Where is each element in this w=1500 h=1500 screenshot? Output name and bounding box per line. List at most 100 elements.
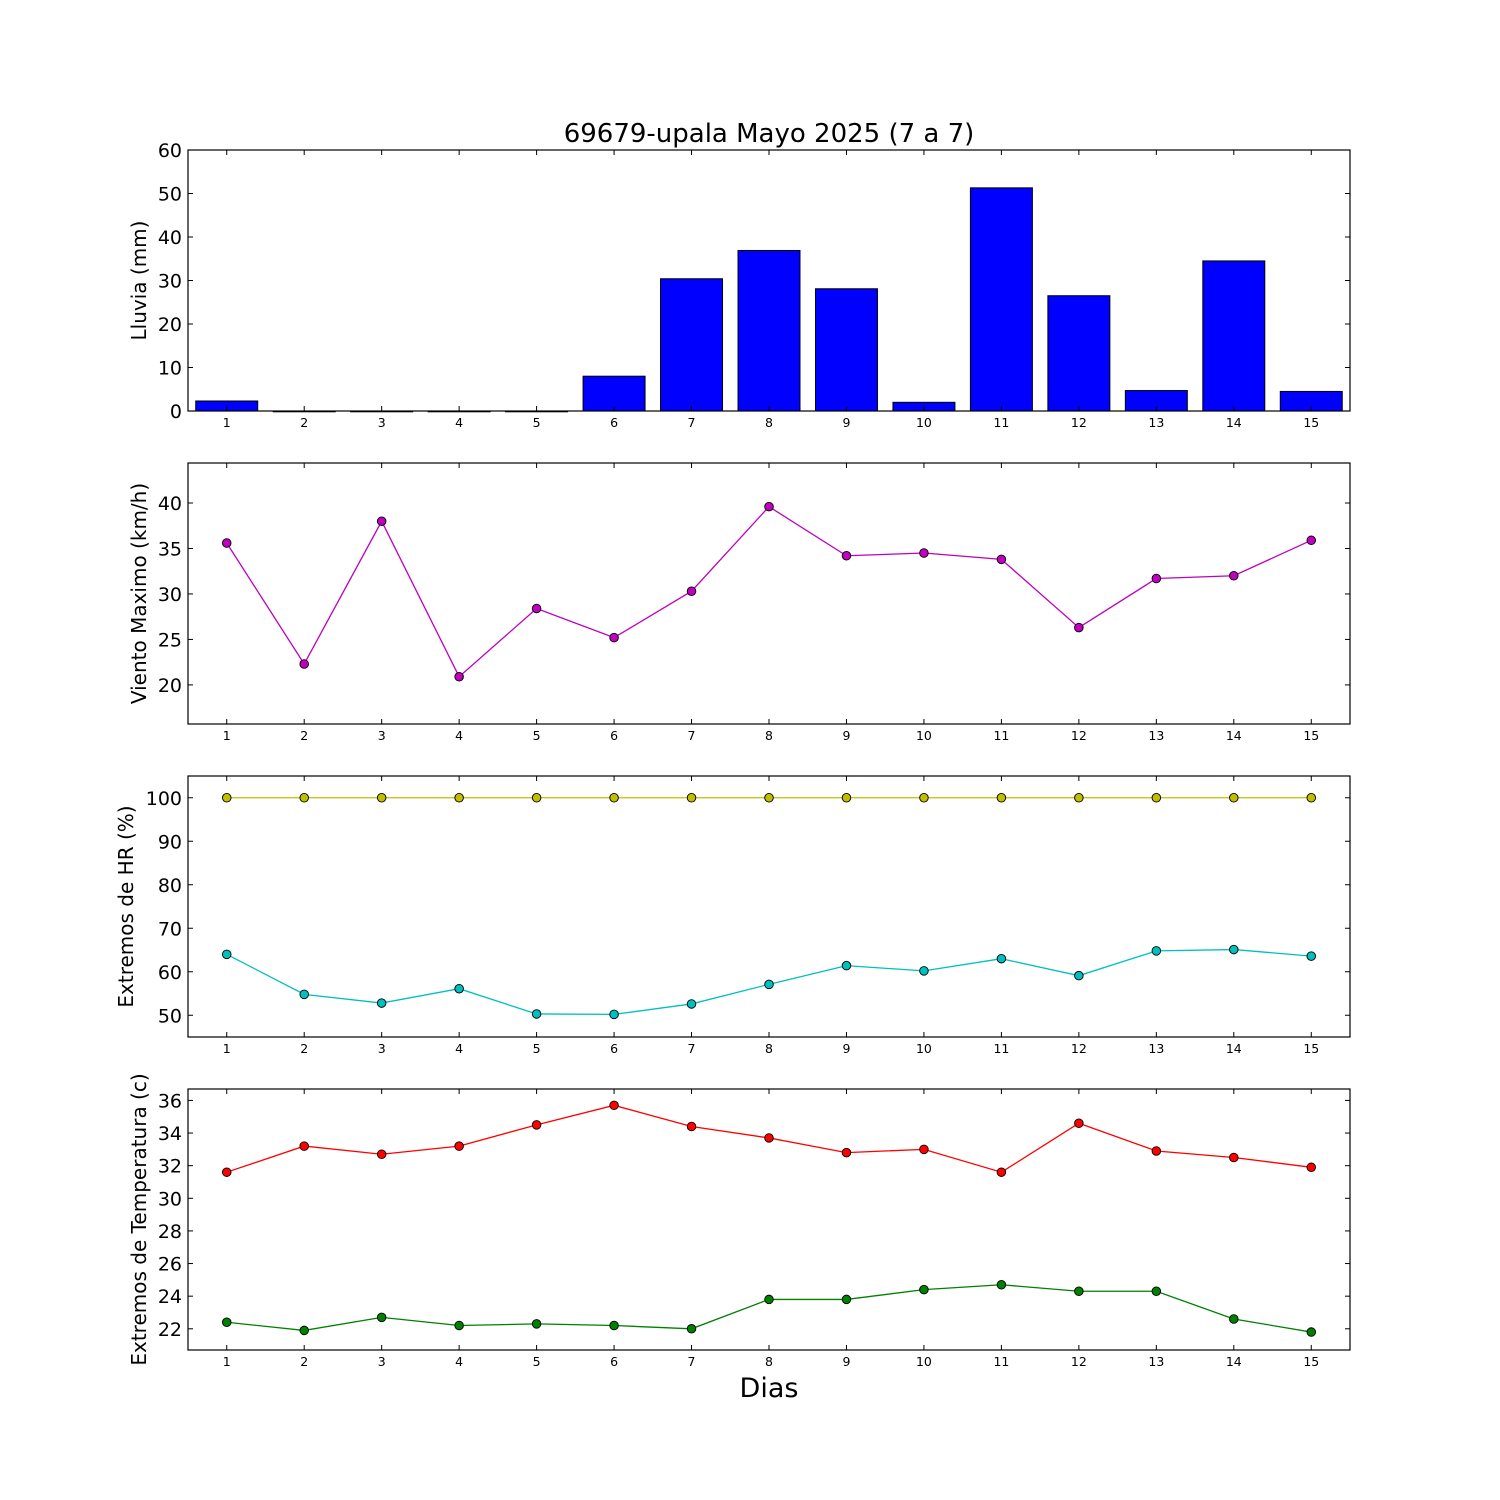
point-series-1-day-2 bbox=[299, 793, 309, 803]
point-series-2-day-4 bbox=[454, 1320, 464, 1331]
y-tick-label: 36 bbox=[158, 1090, 182, 1112]
point-series-2-day-8 bbox=[764, 979, 774, 990]
y-tick-label: 30 bbox=[158, 584, 182, 606]
point-series-2-day-14 bbox=[1229, 944, 1239, 955]
x-tick-label: 8 bbox=[765, 1041, 773, 1056]
point-series-2-day-13 bbox=[1151, 1286, 1162, 1297]
x-tick-label: 9 bbox=[842, 1354, 850, 1369]
x-tick-label: 8 bbox=[765, 1354, 773, 1369]
point-series-1-day-7 bbox=[686, 793, 697, 803]
y-tick-label: 100 bbox=[146, 788, 182, 810]
y-tick-label: 60 bbox=[158, 962, 182, 984]
x-tick-label: 14 bbox=[1226, 1354, 1242, 1369]
point-series-2-day-4 bbox=[454, 983, 464, 994]
x-tick-label: 10 bbox=[916, 415, 932, 430]
point-series-1-day-10 bbox=[919, 548, 929, 558]
point-series-1-day-4 bbox=[454, 1141, 464, 1151]
y-tick-label: 0 bbox=[170, 401, 182, 423]
bar-day-14 bbox=[1202, 260, 1266, 412]
x-tick-label: 1 bbox=[223, 415, 231, 430]
point-series-1-day-11 bbox=[996, 793, 1007, 803]
x-tick-label: 6 bbox=[610, 728, 618, 743]
point-series-1-day-9 bbox=[841, 1147, 852, 1158]
point-series-2-day-12 bbox=[1074, 970, 1084, 981]
point-series-1-day-6 bbox=[609, 632, 619, 643]
point-series-2-day-13 bbox=[1151, 946, 1162, 956]
x-tick-label: 5 bbox=[533, 1354, 541, 1369]
x-tick-label: 14 bbox=[1226, 728, 1242, 743]
point-series-1-day-2 bbox=[299, 1141, 309, 1151]
x-tick-label: 15 bbox=[1303, 728, 1319, 743]
point-series-1-day-12 bbox=[1074, 622, 1084, 633]
x-tick-label: 4 bbox=[455, 728, 463, 743]
point-series-2-day-9 bbox=[841, 1294, 852, 1305]
point-series-2-day-1 bbox=[221, 949, 232, 960]
point-series-2-day-5 bbox=[531, 1009, 542, 1019]
point-series-2-day-6 bbox=[609, 1320, 619, 1331]
y-tick-label: 90 bbox=[158, 831, 182, 853]
point-series-1-day-2 bbox=[299, 659, 309, 669]
point-series-2-day-12 bbox=[1074, 1286, 1084, 1297]
x-tick-label: 7 bbox=[688, 1354, 696, 1369]
x-tick-label: 3 bbox=[378, 1354, 386, 1369]
plot-frame bbox=[187, 775, 1351, 1038]
point-series-1-day-4 bbox=[454, 793, 464, 803]
x-tick-label: 5 bbox=[533, 1041, 541, 1056]
x-tick-label: 9 bbox=[842, 1041, 850, 1056]
bar-day-7 bbox=[660, 278, 724, 412]
x-tick-label: 10 bbox=[916, 728, 932, 743]
series-line-2 bbox=[226, 1284, 1312, 1333]
point-series-2-day-5 bbox=[531, 1319, 542, 1329]
x-tick-label: 3 bbox=[378, 415, 386, 430]
point-series-2-day-7 bbox=[686, 999, 697, 1009]
x-tick-label: 7 bbox=[688, 728, 696, 743]
x-tick-label: 15 bbox=[1303, 1354, 1319, 1369]
bar-day-8 bbox=[737, 249, 801, 412]
x-tick-label: 13 bbox=[1148, 415, 1164, 430]
point-series-1-day-15 bbox=[1306, 1162, 1317, 1173]
x-tick-label: 4 bbox=[455, 1041, 463, 1056]
x-tick-label: 5 bbox=[533, 728, 541, 743]
point-series-2-day-7 bbox=[686, 1324, 697, 1334]
x-tick-label: 1 bbox=[223, 1354, 231, 1369]
x-tick-label: 8 bbox=[765, 415, 773, 430]
point-series-1-day-10 bbox=[919, 793, 929, 803]
chart-title: 69679-upala Mayo 2025 (7 a 7) bbox=[564, 119, 975, 149]
x-tick-label: 14 bbox=[1226, 415, 1242, 430]
x-tick-label: 2 bbox=[300, 1354, 308, 1369]
x-tick-label: 13 bbox=[1148, 1354, 1164, 1369]
point-series-1-day-5 bbox=[531, 793, 542, 803]
point-series-1-day-15 bbox=[1306, 535, 1317, 546]
point-series-1-day-7 bbox=[686, 586, 697, 596]
x-tick-label: 11 bbox=[993, 415, 1009, 430]
x-tick-label: 14 bbox=[1226, 1041, 1242, 1056]
y-tick-label: 32 bbox=[158, 1156, 182, 1178]
y-tick-label: 60 bbox=[158, 140, 182, 162]
y-tick-label: 20 bbox=[158, 314, 182, 336]
y-tick-label: 30 bbox=[158, 1188, 182, 1210]
y-tick-label: 26 bbox=[158, 1254, 182, 1276]
point-series-1-day-14 bbox=[1229, 1152, 1239, 1163]
point-series-1-day-6 bbox=[609, 1100, 619, 1111]
x-tick-label: 9 bbox=[842, 728, 850, 743]
x-tick-label: 3 bbox=[378, 728, 386, 743]
bar-day-12 bbox=[1047, 295, 1111, 412]
point-series-2-day-14 bbox=[1229, 1314, 1239, 1324]
point-series-2-day-11 bbox=[996, 1279, 1007, 1290]
y-tick-label: 70 bbox=[158, 918, 182, 940]
y-axis-label: Extremos de HR (%) bbox=[114, 805, 138, 1007]
point-series-1-day-13 bbox=[1151, 573, 1162, 584]
plot-frame bbox=[187, 1088, 1351, 1351]
point-series-2-day-10 bbox=[919, 1284, 929, 1295]
point-series-1-day-9 bbox=[841, 793, 852, 803]
point-series-1-day-14 bbox=[1229, 571, 1239, 581]
point-series-1-day-10 bbox=[919, 1144, 929, 1155]
series-line-1 bbox=[226, 505, 1312, 678]
y-tick-label: 30 bbox=[158, 271, 182, 293]
bar-day-11 bbox=[969, 187, 1033, 412]
y-tick-label: 24 bbox=[158, 1286, 182, 1308]
point-series-1-day-4 bbox=[454, 671, 464, 682]
panel-3: 1 2 3 4 5 6 7 8 9 10 11 12 13 14 155060708090100Extrem… bbox=[114, 775, 1351, 1056]
point-series-2-day-9 bbox=[841, 960, 852, 971]
